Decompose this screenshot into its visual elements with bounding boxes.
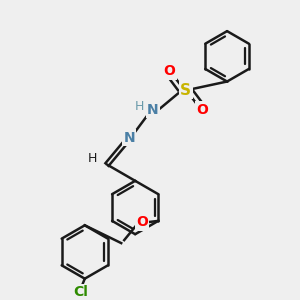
Text: O: O [163, 64, 175, 78]
Text: N: N [123, 131, 135, 145]
Text: Cl: Cl [73, 285, 88, 299]
Text: H: H [88, 152, 97, 165]
Text: O: O [196, 103, 208, 117]
Text: H: H [135, 100, 144, 113]
Text: N: N [147, 103, 159, 117]
Text: O: O [136, 215, 148, 229]
Text: S: S [180, 83, 191, 98]
